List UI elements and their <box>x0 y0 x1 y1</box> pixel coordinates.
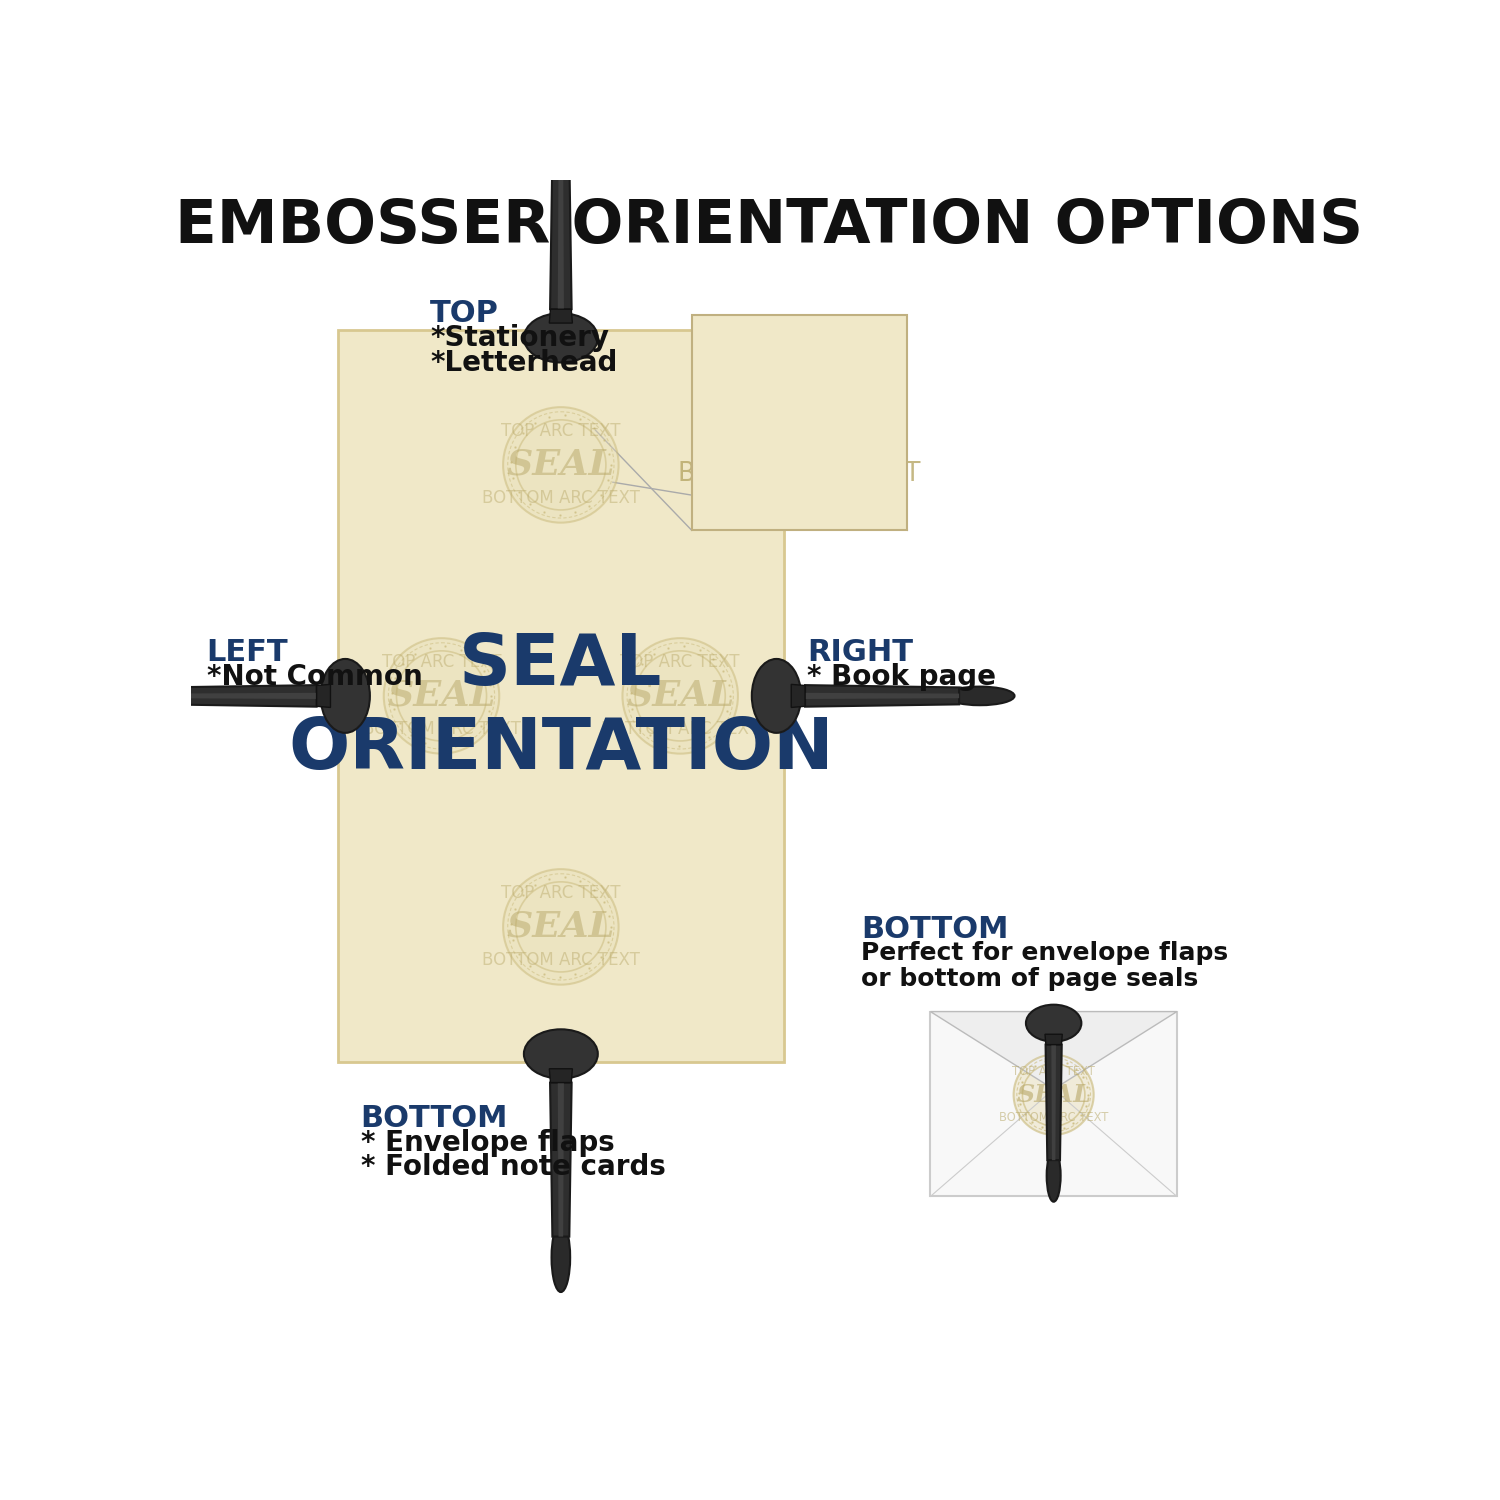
Text: TOP ARC TEXT: TOP ARC TEXT <box>1013 1065 1095 1078</box>
Polygon shape <box>790 684 806 708</box>
Text: SEAL: SEAL <box>626 680 735 712</box>
Text: TOP ARC TEXT: TOP ARC TEXT <box>708 358 891 384</box>
Bar <box>930 1011 1178 1197</box>
Text: or bottom of page seals: or bottom of page seals <box>861 968 1198 992</box>
Text: TOP ARC TEXT: TOP ARC TEXT <box>501 423 621 441</box>
Bar <box>338 330 784 1062</box>
Text: TOP ARC TEXT: TOP ARC TEXT <box>621 654 740 672</box>
Polygon shape <box>550 1083 572 1236</box>
Polygon shape <box>549 1068 573 1083</box>
Ellipse shape <box>106 687 177 705</box>
Text: BOTTOM ARC TEXT: BOTTOM ARC TEXT <box>602 720 759 738</box>
Polygon shape <box>162 686 316 706</box>
Text: EMBOSSER ORIENTATION OPTIONS: EMBOSSER ORIENTATION OPTIONS <box>174 196 1364 255</box>
Ellipse shape <box>552 100 570 170</box>
Text: ORIENTATION: ORIENTATION <box>288 716 834 784</box>
Ellipse shape <box>1026 1005 1082 1041</box>
Polygon shape <box>1046 1034 1062 1044</box>
Ellipse shape <box>552 1222 570 1292</box>
Text: *Letterhead: *Letterhead <box>430 348 618 376</box>
Text: SEAL: SEAL <box>387 680 495 712</box>
Ellipse shape <box>945 687 1014 705</box>
Ellipse shape <box>524 314 599 363</box>
Ellipse shape <box>524 1029 599 1078</box>
Polygon shape <box>806 686 958 706</box>
Text: *Not Common: *Not Common <box>207 663 423 692</box>
Polygon shape <box>558 1083 564 1236</box>
Text: *Stationery: *Stationery <box>430 324 609 352</box>
Circle shape <box>1014 1054 1094 1136</box>
Circle shape <box>384 638 500 753</box>
Text: BOTTOM: BOTTOM <box>360 1104 509 1132</box>
Text: * Envelope flaps: * Envelope flaps <box>360 1128 615 1156</box>
Text: BOTTOM ARC TEXT: BOTTOM ARC TEXT <box>482 489 640 507</box>
Circle shape <box>503 868 618 984</box>
Text: * Folded note cards: * Folded note cards <box>360 1154 666 1182</box>
Circle shape <box>711 334 888 512</box>
Polygon shape <box>930 1011 1178 1089</box>
Text: SEAL: SEAL <box>507 448 615 482</box>
Text: SEAL: SEAL <box>459 630 663 699</box>
Text: TOP ARC TEXT: TOP ARC TEXT <box>381 654 501 672</box>
Text: BOTTOM ARC TEXT: BOTTOM ARC TEXT <box>999 1112 1108 1125</box>
Text: TOP: TOP <box>430 300 500 328</box>
Circle shape <box>503 406 618 522</box>
Text: BOTTOM: BOTTOM <box>861 915 1008 945</box>
Circle shape <box>622 638 738 753</box>
Polygon shape <box>1052 1044 1056 1160</box>
Text: RIGHT: RIGHT <box>807 638 913 668</box>
Ellipse shape <box>1047 1149 1060 1202</box>
Text: * Book page: * Book page <box>807 663 996 692</box>
Polygon shape <box>558 154 564 309</box>
Text: BOTTOM ARC TEXT: BOTTOM ARC TEXT <box>363 720 520 738</box>
Text: SEAL: SEAL <box>507 910 615 944</box>
Polygon shape <box>806 693 958 699</box>
Polygon shape <box>549 309 573 322</box>
Text: LEFT: LEFT <box>207 638 288 668</box>
Polygon shape <box>550 154 572 309</box>
Bar <box>692 315 908 531</box>
Text: SEAL: SEAL <box>717 394 882 450</box>
Text: BOTTOM ARC TEXT: BOTTOM ARC TEXT <box>678 460 921 488</box>
Ellipse shape <box>321 658 370 734</box>
Text: TOP ARC TEXT: TOP ARC TEXT <box>501 885 621 903</box>
Polygon shape <box>316 684 330 708</box>
Text: BOTTOM ARC TEXT: BOTTOM ARC TEXT <box>482 951 640 969</box>
Text: Perfect for envelope flaps: Perfect for envelope flaps <box>861 940 1228 964</box>
Ellipse shape <box>752 658 801 734</box>
Polygon shape <box>162 693 316 699</box>
Text: SEAL: SEAL <box>1016 1083 1090 1107</box>
Polygon shape <box>1046 1044 1062 1160</box>
